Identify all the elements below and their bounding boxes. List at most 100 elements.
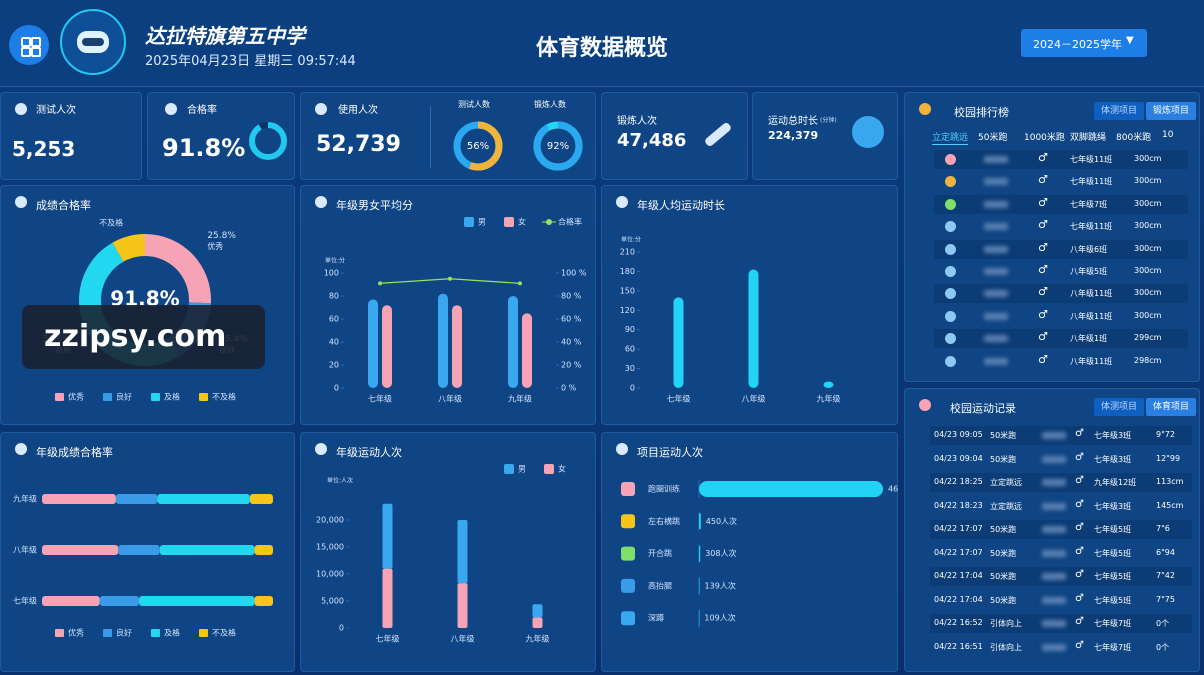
ring-value-label: 56%	[467, 141, 489, 152]
stat-value: 91.8%	[162, 134, 246, 162]
tab[interactable]: 体育项目	[1146, 398, 1196, 416]
bar	[673, 297, 684, 388]
y2-tick-label: 40 %	[561, 338, 582, 347]
record-row: 04/22 17:04 50米跑 ♂ 七年级5班 7"75	[930, 590, 1192, 610]
name-blur	[1042, 549, 1066, 557]
stat-value: 52,739	[316, 132, 401, 157]
category-label: 优秀	[207, 241, 223, 251]
bar	[452, 305, 462, 388]
bar-segment	[254, 545, 273, 555]
record-row: 04/22 16:51 引体向上 ♂ 七年级7班 0个	[930, 637, 1192, 657]
legend-label: 男	[518, 465, 526, 474]
record-row: 04/23 09:04 50米跑 ♂ 七年级3班 12"99	[930, 449, 1192, 469]
y-tick-label: 20,000	[316, 516, 344, 525]
category-icon	[621, 611, 635, 626]
menu-icon[interactable]	[9, 25, 49, 65]
time: 04/22 17:04	[934, 594, 983, 604]
gender: ♂	[1075, 616, 1084, 627]
y2-tick-label: 80 %	[561, 292, 582, 301]
item-tab[interactable]: 800米跑	[1116, 133, 1152, 143]
gender: ♂	[1038, 151, 1048, 164]
ring-label: 锻炼人数	[534, 100, 566, 109]
value-label: 308人次	[705, 548, 736, 558]
item-tab[interactable]: 1000米跑	[1024, 133, 1065, 143]
gender: ♂	[1038, 330, 1048, 344]
item-tab[interactable]: 立定跳远	[932, 133, 969, 143]
stat-value: 47,486	[617, 130, 687, 151]
y2-tick-label: 100 %	[561, 269, 587, 278]
name-blur	[984, 335, 1008, 343]
legend-swatch	[151, 629, 160, 637]
bar	[532, 617, 543, 628]
legend-label: 男	[478, 218, 486, 227]
time: 04/22 17:04	[934, 571, 983, 580]
bar-segment	[254, 596, 273, 606]
y-tick-label: 10,000	[316, 570, 344, 579]
score: 300cm	[1134, 310, 1162, 320]
legend-label: 女	[558, 464, 566, 474]
y-tick-label: 40	[329, 338, 339, 347]
class: 七年级5班	[1094, 572, 1132, 581]
name-blur	[984, 223, 1008, 231]
item: 立定跳远	[990, 501, 1022, 511]
y2-tick-label: 20 %	[561, 361, 582, 370]
stat-card: 使用人次 52,739 测试人数 锻炼人数 56% 92%	[300, 92, 596, 180]
stat-label: 锻炼人次	[617, 116, 657, 127]
user-icon	[852, 116, 884, 148]
y-axis-label: 单位:分	[325, 257, 345, 265]
y-tick-label: 80	[329, 292, 339, 301]
stat-label: 测试人次	[36, 105, 76, 116]
y-tick-label: 150	[620, 286, 635, 295]
score: 300cm	[1134, 288, 1162, 298]
tab[interactable]: 体测项目	[1094, 398, 1144, 416]
tab[interactable]: 锻炼项目	[1146, 102, 1196, 120]
score: 300cm	[1134, 243, 1162, 253]
name-blur	[984, 200, 1008, 208]
gender: ♂	[1075, 592, 1084, 604]
ranking-row: ♂ 八年级5班 300cm	[934, 262, 1188, 281]
bar-segment	[157, 494, 250, 504]
class: 八年级11班	[1070, 311, 1113, 321]
item-tab[interactable]: 10	[1162, 130, 1174, 140]
y-tick-label: 30	[625, 364, 635, 373]
line-point	[378, 281, 382, 286]
ranking-panel: 校园排行榜 体测项目 锻炼项目 立定跳远 50米跑 1000米跑 双脚跳绳 800米跑 10 ♂ 七…	[904, 92, 1200, 382]
name-blur	[1042, 432, 1066, 439]
class: 七年级5班	[1094, 525, 1132, 534]
item: 立定跳远	[990, 478, 1022, 487]
class: 七年级11班	[1070, 177, 1113, 187]
item: 50米跑	[990, 454, 1017, 464]
item: 50米跑	[990, 595, 1017, 605]
class: 九年级12班	[1094, 478, 1137, 487]
item-tab[interactable]: 50米跑	[978, 133, 1008, 143]
item: 引体向上	[990, 619, 1022, 628]
x-tick-label: 九年级	[508, 394, 532, 404]
result: 7"6	[1156, 524, 1170, 533]
name-blur	[984, 290, 1008, 298]
class: 八年级6班	[1070, 244, 1108, 254]
gender: ♂	[1038, 173, 1048, 187]
class: 八年级11班	[1070, 356, 1113, 366]
bar	[382, 305, 392, 388]
name-blur	[984, 156, 1008, 163]
rank-dot	[945, 176, 956, 188]
time: 04/23 09:04	[934, 453, 983, 463]
ring-chart	[249, 122, 287, 160]
x-tick-label: 九年级	[817, 394, 841, 404]
year-select[interactable]: 2024－2025学年 ▼	[1021, 29, 1147, 57]
item-tab[interactable]: 双脚跳绳	[1070, 133, 1107, 143]
category-icon	[621, 482, 635, 496]
gender: ♂	[1075, 569, 1084, 580]
tab[interactable]: 体测项目	[1094, 102, 1144, 120]
panel: 年级人均运动时长 0 30 60 90 120 150 180 210 单位:分 七年级 八年级 九年级	[601, 185, 898, 425]
record-row: 04/22 17:07 50米跑 ♂ 七年级5班 7"6	[930, 520, 1192, 539]
gender: ♂	[1075, 522, 1084, 533]
ranking-row: ♂ 八年级11班 300cm	[934, 306, 1188, 326]
name-blur	[1042, 620, 1066, 627]
y-tick-label: 0	[339, 624, 344, 633]
legend-label: 不及格	[212, 392, 236, 402]
y-tick-label: 60	[329, 315, 339, 324]
gender: ♂	[1038, 240, 1048, 254]
x-tick-label: 七年级	[376, 634, 400, 644]
